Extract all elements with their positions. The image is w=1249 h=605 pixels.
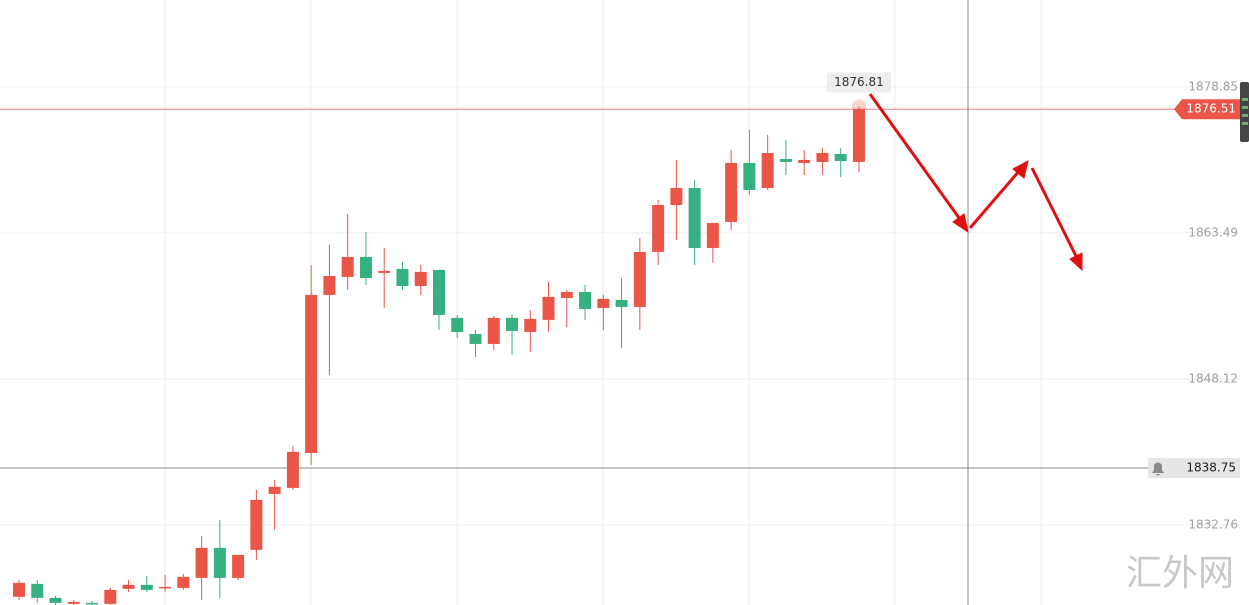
high-glow: [851, 99, 866, 114]
candle-body: [725, 162, 738, 222]
candle-body: [542, 296, 555, 320]
scroll-stripe: [1242, 114, 1248, 117]
candle-body: [250, 499, 263, 550]
candle-body: [487, 317, 500, 344]
y-tick-label: 1832.76: [1188, 517, 1238, 531]
candle-body: [670, 187, 683, 205]
candle-body: [432, 269, 445, 315]
candle-body: [852, 109, 865, 162]
candle-body: [798, 159, 811, 163]
bell-icon: [1152, 462, 1164, 477]
candle-body: [159, 586, 172, 589]
annotation-arrows: [868, 93, 1083, 272]
candle-body: [286, 451, 299, 488]
candle-body: [633, 251, 646, 307]
scroll-widget: [1240, 82, 1249, 142]
candle-body: [414, 271, 427, 286]
y-tick-label: 1848.12: [1188, 372, 1238, 386]
scroll-stripe: [1242, 106, 1248, 109]
candle-body: [779, 158, 792, 162]
candle-body: [524, 318, 537, 332]
candle-body: [268, 486, 281, 494]
crosshair-label: 1838.75: [1186, 461, 1236, 475]
watermark: 汇外网: [1126, 553, 1234, 594]
candle-body: [195, 547, 208, 578]
candle-body: [140, 584, 153, 590]
high-tooltip-box: [826, 72, 891, 93]
candle-body: [104, 589, 117, 604]
arrow-head: [952, 213, 969, 234]
candle-body: [31, 583, 44, 598]
grid: [0, 86, 1240, 526]
candle-body: [378, 270, 391, 273]
candle-body: [615, 299, 628, 307]
candle-body: [761, 153, 774, 188]
overlay: 1832.76 1848.12 1863.49 1878.85 1876.81 1876.…: [826, 72, 1240, 531]
candle-body: [451, 317, 464, 332]
candle-body: [67, 601, 80, 604]
arrow-head: [1069, 252, 1083, 272]
candle-body: [816, 153, 829, 162]
annotation-arrow: [1030, 167, 1079, 259]
last-price-tag: [1174, 99, 1240, 120]
y-tick-label: 1878.85: [1188, 79, 1238, 93]
candle-body: [834, 153, 847, 161]
candle-body: [177, 576, 190, 588]
candle-body: [49, 597, 62, 603]
candle-body: [688, 187, 701, 248]
candle-body: [305, 294, 318, 453]
candle-body: [743, 162, 756, 190]
candle-body: [560, 291, 573, 298]
candle-body: [86, 602, 99, 605]
candles: [13, 106, 865, 605]
scroll-track: [1240, 82, 1249, 142]
candle-body: [341, 256, 354, 277]
candle-body: [323, 275, 336, 295]
candle-body: [359, 256, 372, 278]
candle-body: [213, 547, 226, 578]
scroll-stripe: [1242, 98, 1248, 101]
candle-body: [579, 291, 592, 309]
high-tooltip: 1876.81: [834, 75, 884, 89]
candle-body: [469, 333, 482, 344]
arrow-head: [1012, 160, 1029, 179]
candle-body: [597, 298, 610, 308]
candle-body: [122, 584, 135, 589]
annotation-arrow: [868, 93, 964, 223]
last-price-label: 1876.51: [1186, 102, 1236, 116]
scroll-stripe: [1242, 122, 1248, 125]
candle-body: [232, 554, 245, 578]
crosshair-tag: [1148, 458, 1240, 479]
candle-body: [396, 268, 409, 286]
candle-body: [706, 222, 719, 248]
candle-body: [506, 317, 519, 331]
candle-body: [13, 582, 25, 597]
candle-body: [652, 204, 665, 252]
annotation-arrow: [968, 169, 1022, 229]
y-tick-label: 1863.49: [1188, 225, 1238, 239]
